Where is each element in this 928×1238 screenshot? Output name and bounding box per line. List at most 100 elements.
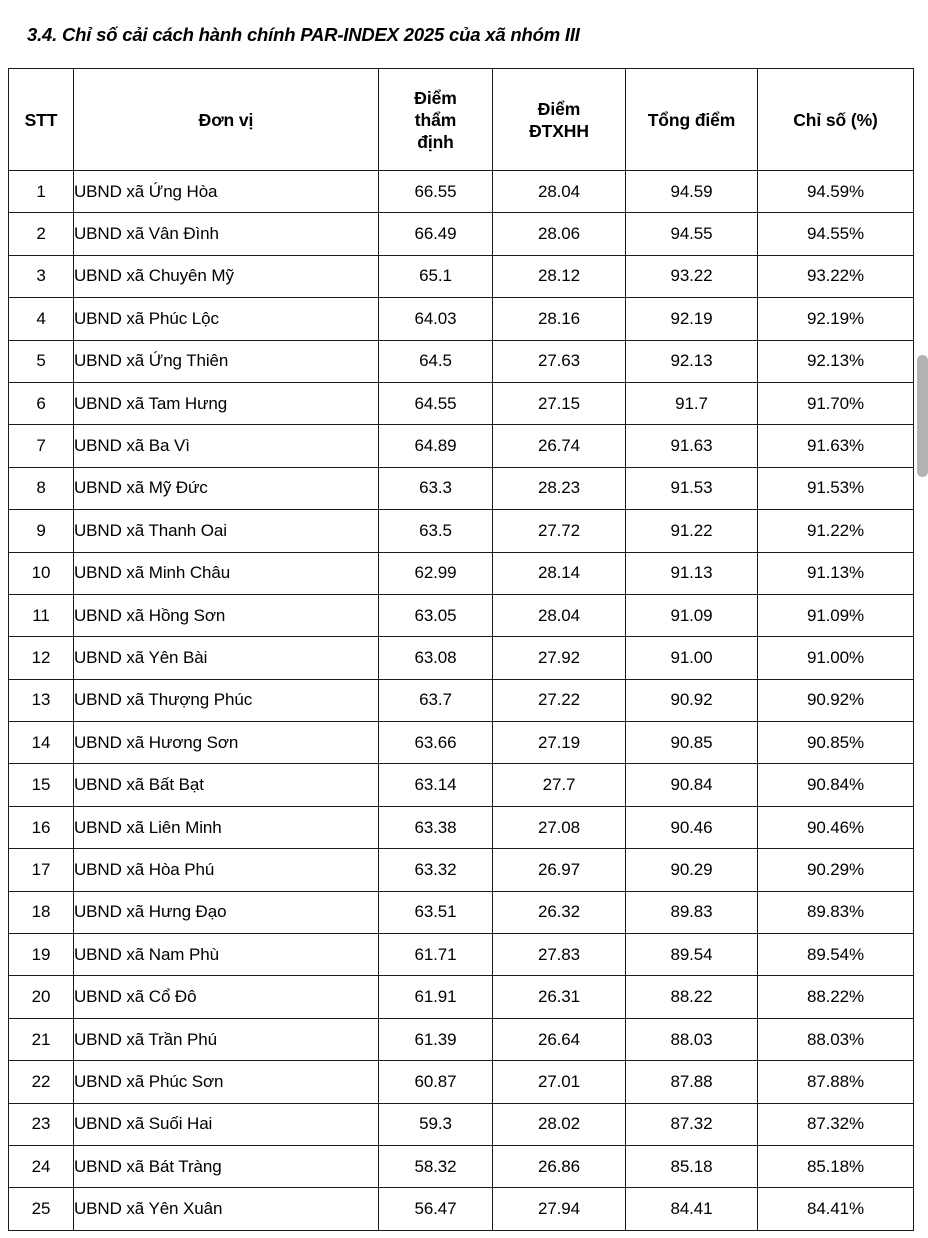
cell-unit: UBND xã Minh Châu <box>73 551 379 595</box>
cell-tong-diem: 87.88 <box>625 1060 758 1104</box>
cell-tong-diem: 91.00 <box>625 636 758 680</box>
cell-stt: 16 <box>8 805 74 850</box>
cell-tong-diem: 85.18 <box>625 1144 758 1189</box>
cell-tham-dinh: 61.71 <box>378 933 493 977</box>
cell-tong-diem: 91.09 <box>625 593 758 638</box>
cell-tham-dinh: 63.5 <box>378 509 493 553</box>
cell-stt: 5 <box>8 339 74 383</box>
cell-tham-dinh: 61.39 <box>378 1017 493 1062</box>
cell-tham-dinh: 58.32 <box>378 1144 493 1189</box>
table-row: 25 UBND xã Yên Xuân 56.47 27.94 84.41 84.41% <box>8 1187 914 1231</box>
cell-tham-dinh: 61.91 <box>378 975 493 1019</box>
column-header-tham-dinh: Điểm thẩm định <box>378 68 493 171</box>
table-row: 19 UBND xã Nam Phù 61.71 27.83 89.54 89.54% <box>8 933 914 977</box>
cell-tham-dinh: 59.3 <box>378 1102 493 1146</box>
cell-unit: UBND xã Nam Phù <box>73 933 379 977</box>
cell-dtxhh: 26.74 <box>492 424 626 468</box>
cell-dtxhh: 26.31 <box>492 975 626 1019</box>
table-row: 15 UBND xã Bất Bạt 63.14 27.7 90.84 90.84% <box>8 763 914 807</box>
cell-dtxhh: 26.64 <box>492 1017 626 1062</box>
cell-dtxhh: 28.14 <box>492 551 626 595</box>
cell-unit: UBND xã Bất Bạt <box>73 763 379 807</box>
cell-unit: UBND xã Ba Vì <box>73 424 379 468</box>
cell-unit: UBND xã Thanh Oai <box>73 509 379 553</box>
cell-tong-diem: 91.7 <box>625 381 758 426</box>
cell-tham-dinh: 63.51 <box>378 890 493 935</box>
table-body: 1 UBND xã Ứng Hòa 66.55 28.04 94.59 94.59% 2 UB… <box>8 169 914 1231</box>
cell-unit: UBND xã Phúc Lộc <box>73 297 379 341</box>
cell-unit: UBND xã Phúc Sơn <box>73 1060 379 1104</box>
vertical-scrollbar-thumb[interactable] <box>917 355 928 477</box>
table-row: 13 UBND xã Thượng Phúc 63.7 27.22 90.92 90.92… <box>8 678 914 723</box>
table-row: 14 UBND xã Hương Sơn 63.66 27.19 90.85 90.85% <box>8 721 914 765</box>
cell-stt: 17 <box>8 848 74 892</box>
cell-dtxhh: 28.02 <box>492 1102 626 1146</box>
cell-dtxhh: 27.01 <box>492 1060 626 1104</box>
cell-tong-diem: 91.22 <box>625 509 758 553</box>
cell-stt: 3 <box>8 254 74 299</box>
cell-stt: 4 <box>8 297 74 341</box>
cell-chi-so: 90.46% <box>757 805 914 850</box>
cell-tham-dinh: 63.3 <box>378 466 493 511</box>
cell-chi-so: 89.54% <box>757 933 914 977</box>
cell-chi-so: 84.41% <box>757 1187 914 1231</box>
cell-chi-so: 94.59% <box>757 169 914 214</box>
cell-unit: UBND xã Bát Tràng <box>73 1144 379 1189</box>
cell-unit: UBND xã Hưng Đạo <box>73 890 379 935</box>
cell-tham-dinh: 56.47 <box>378 1187 493 1231</box>
table-row: 22 UBND xã Phúc Sơn 60.87 27.01 87.88 87.88% <box>8 1060 914 1104</box>
cell-chi-so: 92.13% <box>757 339 914 383</box>
cell-tong-diem: 92.19 <box>625 297 758 341</box>
cell-tong-diem: 90.85 <box>625 721 758 765</box>
cell-unit: UBND xã Tam Hưng <box>73 381 379 426</box>
table-row: 4 UBND xã Phúc Lộc 64.03 28.16 92.19 92.19% <box>8 297 914 341</box>
cell-dtxhh: 26.97 <box>492 848 626 892</box>
cell-tham-dinh: 64.03 <box>378 297 493 341</box>
cell-chi-so: 89.83% <box>757 890 914 935</box>
cell-dtxhh: 27.15 <box>492 381 626 426</box>
page-title: 3.4. Chỉ số cải cách hành chính PAR-INDE… <box>27 24 580 45</box>
cell-chi-so: 92.19% <box>757 297 914 341</box>
cell-tong-diem: 90.29 <box>625 848 758 892</box>
table-row: 9 UBND xã Thanh Oai 63.5 27.72 91.22 91.22% <box>8 509 914 553</box>
cell-dtxhh: 28.06 <box>492 212 626 256</box>
cell-dtxhh: 28.12 <box>492 254 626 299</box>
cell-stt: 11 <box>8 593 74 638</box>
cell-chi-so: 88.03% <box>757 1017 914 1062</box>
cell-stt: 6 <box>8 381 74 426</box>
column-header-stt: STT <box>8 68 74 171</box>
table-row: 24 UBND xã Bát Tràng 58.32 26.86 85.18 85.18% <box>8 1144 914 1189</box>
cell-stt: 1 <box>8 169 74 214</box>
cell-unit: UBND xã Mỹ Đức <box>73 466 379 511</box>
cell-chi-so: 91.13% <box>757 551 914 595</box>
cell-stt: 21 <box>8 1017 74 1062</box>
cell-chi-so: 91.53% <box>757 466 914 511</box>
column-header-tham-dinh-line3: định <box>417 131 454 152</box>
cell-tham-dinh: 63.7 <box>378 678 493 723</box>
cell-chi-so: 91.00% <box>757 636 914 680</box>
cell-stt: 8 <box>8 466 74 511</box>
cell-tong-diem: 90.84 <box>625 763 758 807</box>
cell-unit: UBND xã Chuyên Mỹ <box>73 254 379 299</box>
cell-dtxhh: 26.32 <box>492 890 626 935</box>
cell-dtxhh: 27.72 <box>492 509 626 553</box>
cell-chi-so: 91.70% <box>757 381 914 426</box>
cell-tong-diem: 84.41 <box>625 1187 758 1231</box>
cell-tham-dinh: 63.38 <box>378 805 493 850</box>
cell-tong-diem: 91.13 <box>625 551 758 595</box>
cell-tong-diem: 87.32 <box>625 1102 758 1146</box>
column-header-dtxhh: Điểm ĐTXHH <box>492 68 626 171</box>
cell-chi-so: 88.22% <box>757 975 914 1019</box>
cell-tong-diem: 94.55 <box>625 212 758 256</box>
cell-chi-so: 90.29% <box>757 848 914 892</box>
cell-chi-so: 91.22% <box>757 509 914 553</box>
cell-tham-dinh: 63.08 <box>378 636 493 680</box>
table-row: 5 UBND xã Ứng Thiên 64.5 27.63 92.13 92.13% <box>8 339 914 383</box>
cell-stt: 7 <box>8 424 74 468</box>
cell-unit: UBND xã Hương Sơn <box>73 721 379 765</box>
table-header: STT Đơn vị Điểm thẩm định Điểm ĐTXHH Tổn… <box>8 68 914 171</box>
table-row: 16 UBND xã Liên Minh 63.38 27.08 90.46 90.46% <box>8 805 914 850</box>
cell-tham-dinh: 64.5 <box>378 339 493 383</box>
cell-dtxhh: 27.7 <box>492 763 626 807</box>
cell-stt: 22 <box>8 1060 74 1104</box>
